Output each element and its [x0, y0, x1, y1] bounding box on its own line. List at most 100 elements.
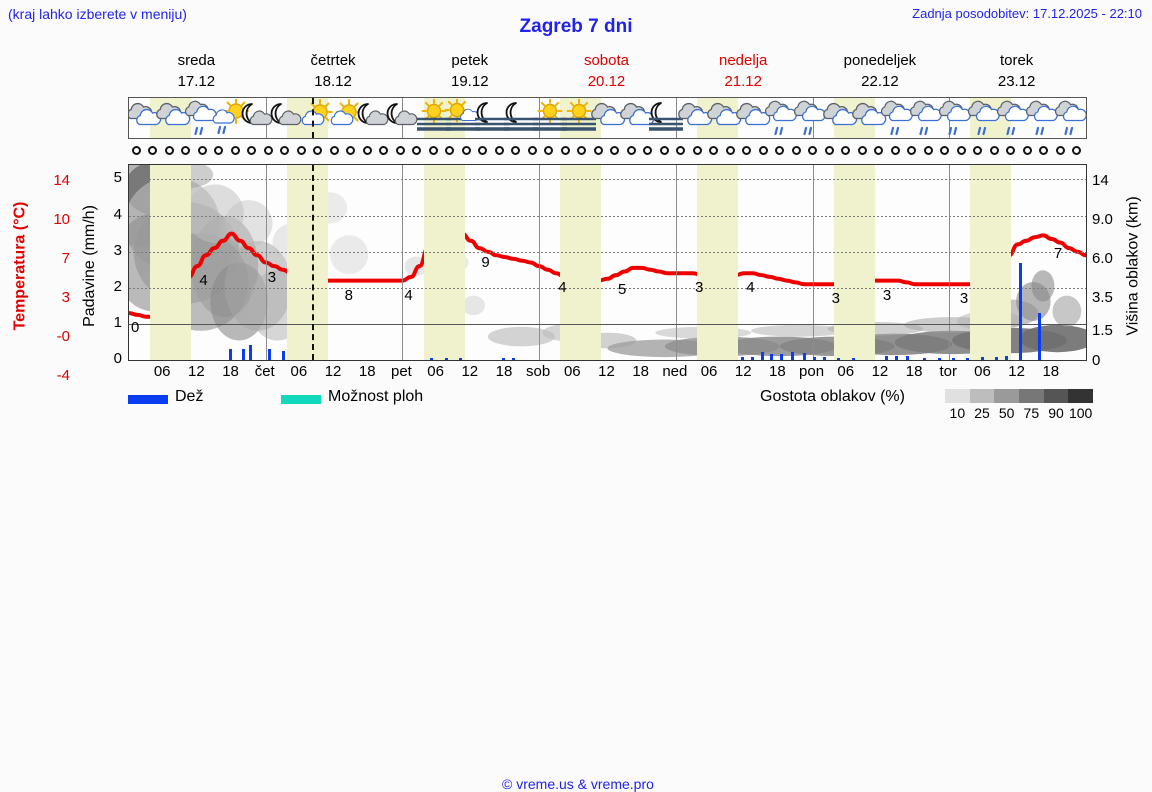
day-header-7: torek 23.12	[948, 50, 1085, 92]
temperature-tick: 3	[61, 289, 70, 306]
weather-icon-cloudy	[129, 102, 161, 126]
weather-forecast-chart: (kraj lahko izberete v meniju) Zagreb 7 …	[8, 6, 1142, 792]
time-tick: ned	[662, 363, 688, 380]
day-gridline	[402, 165, 404, 360]
cloudheight-tick: 6.0	[1092, 250, 1113, 267]
temperature-point-label: 3	[831, 290, 840, 308]
weather-icon-strip	[128, 97, 1087, 139]
temperature-point-label: 9	[481, 254, 490, 272]
cloud-base-marker	[577, 146, 587, 155]
precipitation-bar	[779, 354, 783, 360]
cloud-base-marker	[197, 146, 207, 155]
precipitation-bar	[791, 352, 795, 360]
time-tick: 12	[734, 363, 752, 380]
weather-icon-moon-cloud	[357, 103, 388, 126]
precipitation-bar	[851, 357, 855, 360]
temperature-point-label: 0	[131, 319, 140, 337]
cloud-density-blob	[1052, 295, 1082, 327]
cloud-base-marker	[445, 146, 455, 155]
cloud-density-blob	[487, 326, 555, 347]
cloud-base-marker	[313, 146, 323, 155]
cloud-density-ramp-step	[994, 389, 1020, 403]
precipitation-bar	[760, 352, 764, 360]
night-band	[423, 165, 465, 360]
cloud-base-marker	[560, 146, 570, 155]
precipitation-bar	[444, 357, 448, 360]
time-tick: 18	[769, 363, 786, 380]
time-tick: pon	[799, 363, 825, 380]
day-date: 17.12	[177, 73, 216, 90]
cloud-density-color-ramp	[945, 389, 1094, 403]
precipitation-tick: 4	[113, 205, 122, 223]
precipitation-bar	[751, 356, 755, 360]
cloud-base-marker	[164, 146, 174, 155]
cloud-base-marker	[923, 146, 933, 155]
time-tick: 12	[1008, 363, 1025, 380]
night-band	[150, 165, 192, 360]
cloud-base-marker	[296, 146, 306, 155]
weather-icon-moon-cloud	[241, 103, 272, 126]
precipitation-tick: 3	[113, 241, 122, 259]
weather-icon-rain-cloud	[793, 100, 826, 136]
temperature-tick: 7	[61, 250, 70, 267]
temperature-point-label: 8	[344, 286, 353, 304]
copyright-link[interactable]: © vreme.us & vreme.pro	[502, 776, 654, 792]
cloud-base-marker	[395, 146, 405, 155]
temperature-tick: 10	[53, 211, 70, 228]
cloud-base-marker	[709, 146, 719, 155]
precipitation-bar	[952, 358, 956, 360]
weather-icon-rain-cloud	[1054, 100, 1086, 136]
cloud-density-ramp-step	[945, 389, 970, 403]
horizontal-gridline	[129, 215, 1086, 217]
cloudheight-tick: 14	[1092, 172, 1109, 189]
cloud-density-ramp-step	[1019, 389, 1044, 403]
weather-icon-moon-cloud	[270, 103, 301, 126]
precipitation-bar	[511, 358, 515, 360]
temperature-point-label: 3	[882, 286, 892, 304]
cloud-base-marker	[758, 146, 768, 155]
horizontal-gridline	[129, 287, 1086, 289]
time-tick: 06	[700, 363, 718, 380]
shower-legend-label: Možnost ploh	[328, 388, 424, 405]
cloud-density-tick: 100	[1068, 405, 1093, 421]
cloud-density-blob	[186, 184, 244, 243]
time-tick: 12	[324, 363, 342, 380]
precipitation-bar	[248, 345, 252, 360]
time-tick: tor	[939, 363, 958, 380]
cloud-density-blob	[1019, 324, 1086, 353]
weather-icon-rain-cloud	[764, 100, 797, 136]
time-tick: 18	[358, 363, 376, 380]
weather-icon-moon-fog	[648, 102, 683, 131]
cloud-base-marker	[280, 146, 290, 155]
day-gridline	[949, 165, 951, 360]
weather-icon-cloudy	[706, 102, 741, 126]
cloud-density-tick: 75	[1023, 405, 1040, 421]
precipitation-bar	[980, 357, 984, 360]
time-tick: pet	[390, 363, 412, 380]
precipitation-tick: 0	[113, 350, 122, 367]
temperature-curve	[129, 220, 1086, 319]
weather-icon-sun-fog-cloud	[444, 99, 480, 131]
cloud-base-marker	[461, 146, 471, 155]
time-tick: čet	[254, 363, 275, 380]
cloud-density-tick: 10	[949, 405, 966, 421]
weather-icon-sun-cloud	[330, 99, 362, 126]
time-tick: 06	[837, 363, 855, 380]
cloud-base-marker	[725, 146, 735, 155]
day-header-2: četrtek 18.12	[265, 50, 402, 92]
cloud-base-marker	[676, 146, 686, 155]
cloud-base-marker	[659, 146, 669, 155]
precipitation-bar	[937, 357, 941, 360]
weather-icon-sun-fog	[416, 99, 451, 131]
day-name: četrtek	[310, 52, 356, 69]
cloud-base-marker	[841, 146, 851, 155]
cloud-base-marker	[1039, 146, 1049, 155]
precipitation-bar	[885, 356, 889, 360]
precipitation-axis-title: Padavine (mm/h)	[78, 178, 102, 353]
cloud-base-marker	[940, 146, 950, 155]
weather-icon-rain-cloud	[909, 100, 942, 136]
cloud-base-marker	[494, 146, 504, 155]
cloud-base-marker	[511, 146, 521, 155]
cloud-density-blob	[462, 295, 486, 316]
cloud-base-marker	[907, 146, 917, 155]
